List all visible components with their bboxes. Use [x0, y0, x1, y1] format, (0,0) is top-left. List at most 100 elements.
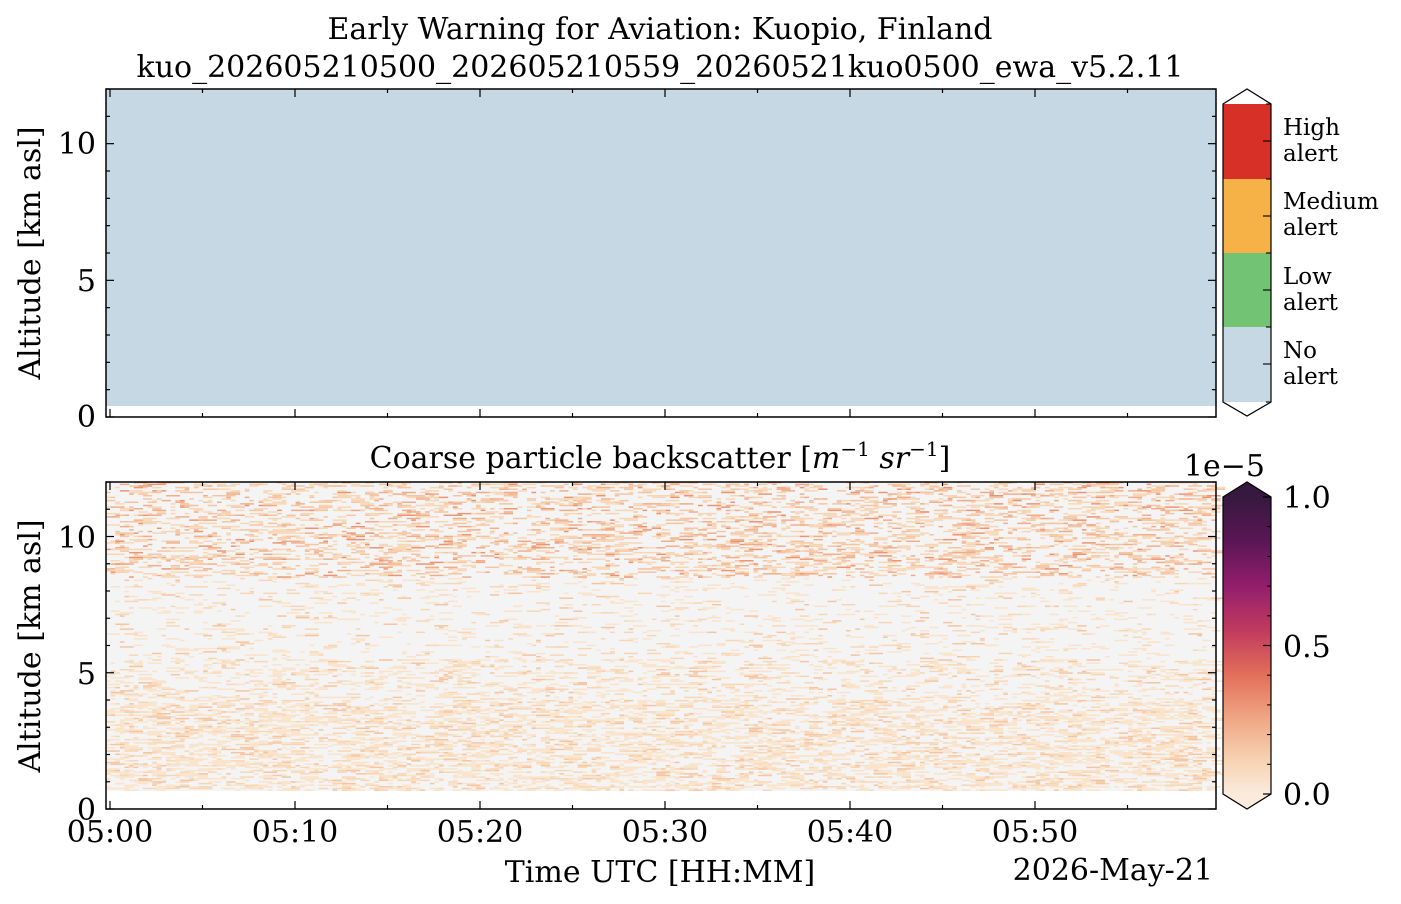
backscatter-return-pixel	[258, 548, 264, 551]
backscatter-return-pixel	[994, 566, 1004, 569]
backscatter-return-pixel	[1058, 590, 1073, 593]
backscatter-return-pixel	[975, 675, 985, 677]
backscatter-return-pixel	[674, 683, 689, 686]
backscatter-return-pixel	[448, 561, 458, 564]
backscatter-return-pixel	[596, 534, 611, 536]
backscatter-return-pixel	[563, 514, 569, 516]
backscatter-return-pixel	[406, 556, 412, 559]
backscatter-return-pixel	[517, 540, 532, 543]
backscatter-return-pixel	[906, 558, 921, 560]
backscatter-return-pixel	[679, 602, 694, 604]
backscatter-return-pixel	[559, 504, 574, 507]
backscatter-return-pixel	[1068, 628, 1082, 630]
backscatter-return-pixel	[873, 485, 879, 487]
backscatter-return-pixel	[573, 569, 578, 572]
backscatter-return-pixel	[587, 488, 601, 490]
backscatter-return-pixel	[998, 537, 1004, 539]
backscatter-return-pixel	[1183, 495, 1193, 497]
backscatter-return-pixel	[536, 532, 541, 534]
backscatter-return-pixel	[443, 675, 453, 677]
backscatter-return-pixel	[920, 660, 934, 663]
backscatter-return-pixel	[943, 654, 958, 656]
backscatter-return-pixel	[753, 564, 759, 567]
backscatter-return-pixel	[1142, 633, 1147, 635]
backscatter-return-pixel	[938, 659, 953, 661]
backscatter-return-pixel	[1007, 514, 1013, 516]
backscatter-return-pixel	[258, 631, 273, 634]
backscatter-return-pixel	[1049, 605, 1055, 608]
backscatter-return-pixel	[392, 561, 402, 564]
backscatter-return-pixel	[161, 499, 171, 502]
backscatter-return-pixel	[702, 652, 717, 655]
backscatter-return-pixel	[1081, 532, 1096, 534]
backscatter-return-pixel	[452, 673, 463, 676]
backscatter-return-pixel	[448, 538, 453, 541]
backscatter-return-pixel	[1123, 508, 1129, 510]
backscatter-return-pixel	[610, 631, 615, 634]
backscatter-return-pixel	[217, 647, 231, 650]
backscatter-return-pixel	[624, 509, 634, 512]
backscatter-return-pixel	[1211, 664, 1226, 666]
backscatter-return-pixel	[133, 508, 143, 510]
backscatter-return-pixel	[1211, 573, 1217, 575]
backscatter-return-pixel	[679, 512, 685, 515]
backscatter-return-pixel	[878, 514, 884, 516]
backscatter-return-pixel	[471, 483, 486, 486]
backscatter-return-pixel	[624, 558, 638, 560]
backscatter-return-pixel	[207, 548, 217, 551]
backscatter-return-pixel	[1202, 620, 1212, 622]
backscatter-return-pixel	[415, 677, 426, 679]
backscatter-return-pixel	[337, 485, 347, 487]
backscatter-return-pixel	[716, 644, 726, 647]
backscatter-return-pixel	[1151, 613, 1156, 616]
backscatter-return-pixel	[684, 491, 689, 494]
backscatter-return-pixel	[1197, 506, 1207, 508]
backscatter-return-pixel	[175, 607, 190, 609]
backscatter-return-pixel	[452, 556, 463, 559]
backscatter-return-pixel	[230, 664, 241, 666]
backscatter-return-pixel	[402, 524, 407, 526]
backscatter-return-pixel	[235, 553, 245, 556]
backscatter-return-pixel	[337, 569, 352, 572]
backscatter-return-pixel	[938, 673, 948, 676]
backscatter-return-pixel	[286, 485, 301, 487]
backscatter-return-pixel	[846, 521, 856, 523]
backscatter-return-pixel	[624, 631, 634, 634]
backscatter-return-pixel	[129, 576, 134, 578]
backscatter-return-pixel	[596, 495, 606, 497]
backscatter-return-pixel	[910, 582, 920, 585]
backscatter-return-pixel	[337, 669, 342, 671]
backscatter-return-pixel	[217, 628, 231, 630]
backscatter-return-pixel	[161, 540, 167, 543]
backscatter-return-pixel	[591, 493, 606, 495]
backscatter-return-pixel	[1118, 551, 1133, 554]
backscatter-return-pixel	[272, 553, 282, 556]
backscatter-return-pixel	[818, 613, 828, 616]
backscatter-return-pixel	[836, 490, 846, 492]
ewa-ylabel: Altitude [km asl]	[13, 126, 48, 380]
backscatter-return-pixel	[119, 641, 125, 643]
backscatter-return-pixel	[600, 626, 615, 629]
backscatter-return-pixel	[291, 605, 305, 608]
backscatter-return-pixel	[184, 599, 194, 601]
backscatter-return-pixel	[1169, 568, 1175, 570]
backscatter-return-pixel	[790, 490, 796, 492]
backscatter-return-pixel	[1155, 521, 1166, 523]
backscatter-return-pixel	[402, 579, 407, 582]
backscatter-return-pixel	[809, 643, 823, 645]
backscatter-return-pixel	[166, 576, 181, 578]
backscatter-return-pixel	[443, 633, 449, 635]
backscatter-return-pixel	[249, 524, 264, 526]
backscatter-return-pixel	[563, 561, 574, 564]
backscatter-return-pixel	[513, 545, 518, 547]
backscatter-return-pixel	[309, 553, 319, 556]
backscatter-return-pixel	[651, 618, 657, 621]
backscatter-return-pixel	[966, 550, 981, 552]
backscatter-return-pixel	[147, 538, 153, 541]
ewa-plot-frame	[105, 88, 1217, 418]
backscatter-return-pixel	[1165, 644, 1175, 647]
backscatter-return-pixel	[314, 621, 319, 624]
backscatter-return-pixel	[614, 530, 624, 533]
backscatter-return-pixel	[1017, 512, 1027, 515]
backscatter-return-pixel	[1105, 610, 1115, 612]
